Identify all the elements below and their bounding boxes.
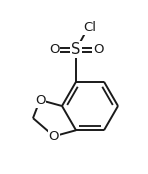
Text: O: O (93, 43, 103, 56)
Text: O: O (35, 93, 45, 106)
Text: O: O (49, 130, 59, 143)
Text: Cl: Cl (83, 21, 96, 34)
Text: S: S (71, 42, 81, 57)
Text: O: O (49, 43, 59, 56)
